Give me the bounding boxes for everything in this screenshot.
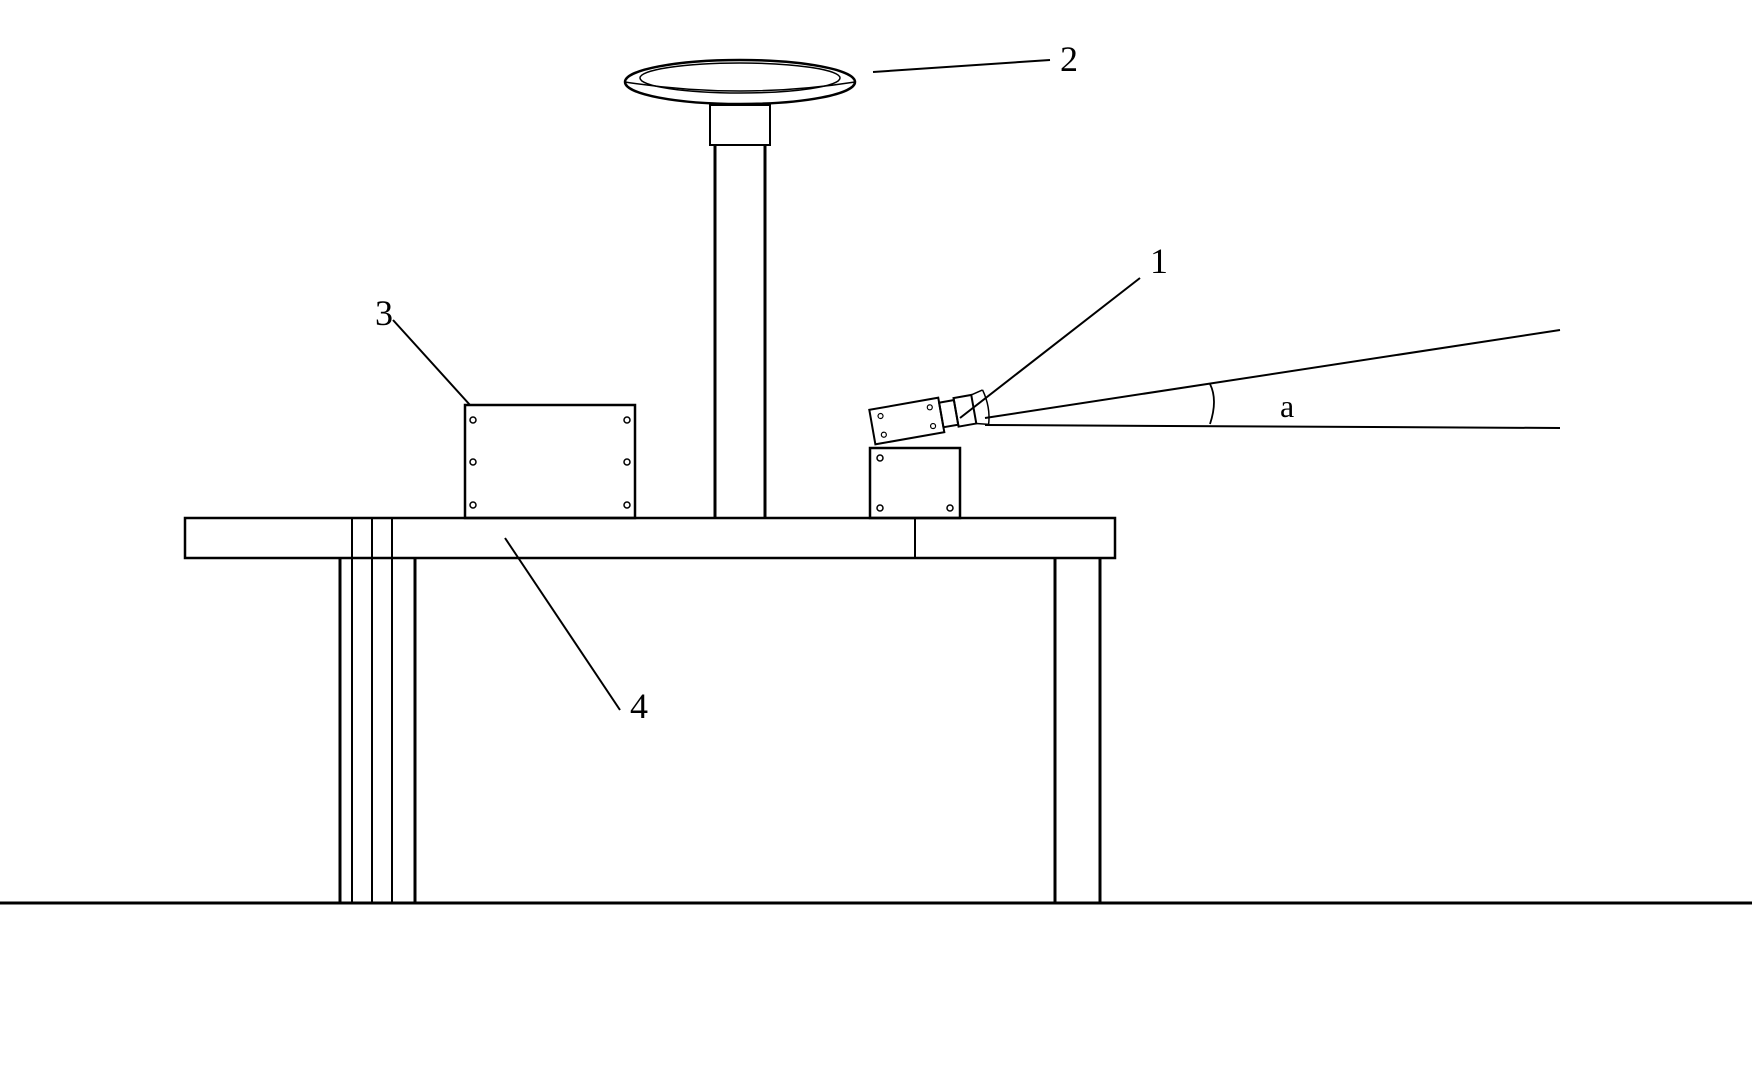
box-component-3 xyxy=(465,405,635,518)
device-component-1 xyxy=(869,389,991,558)
table-top xyxy=(185,518,1115,558)
table-leg-right xyxy=(1055,558,1100,903)
label-3: 3 xyxy=(375,292,393,334)
antenna-dish xyxy=(625,60,855,104)
label-angle-a: a xyxy=(1280,388,1294,425)
antenna-mount xyxy=(710,105,770,145)
angle-rays xyxy=(985,330,1560,428)
label-1: 1 xyxy=(1150,240,1168,282)
antenna-post xyxy=(715,145,765,518)
label-4: 4 xyxy=(630,685,648,727)
label-2: 2 xyxy=(1060,38,1078,80)
diagram-svg xyxy=(0,0,1752,1066)
technical-diagram: 1 2 3 4 a xyxy=(0,0,1752,1066)
table-leg-left xyxy=(340,518,415,903)
